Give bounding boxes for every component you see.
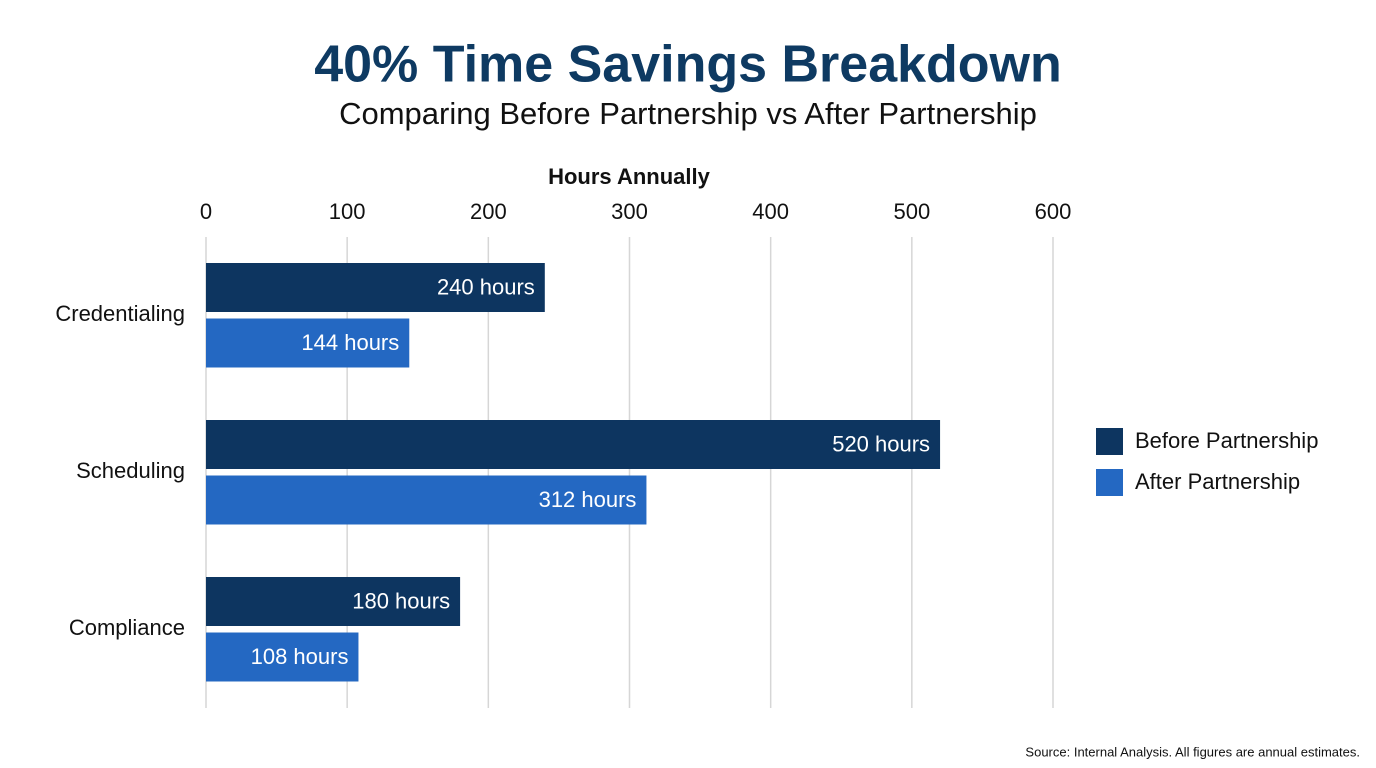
x-tick-label: 200	[470, 199, 507, 224]
value-label: 180 hours	[352, 588, 450, 613]
value-label: 144 hours	[301, 330, 399, 355]
x-tick-label: 100	[329, 199, 366, 224]
value-label: 520 hours	[832, 431, 930, 456]
x-tick-label: 400	[752, 199, 789, 224]
legend-label: After Partnership	[1135, 469, 1300, 494]
chart-subtitle: Comparing Before Partnership vs After Pa…	[339, 96, 1037, 131]
chart-title: 40% Time Savings Breakdown	[314, 36, 1062, 94]
bar	[206, 632, 359, 682]
bar	[206, 263, 545, 312]
value-label: 240 hours	[437, 274, 535, 299]
legend-label: Before Partnership	[1135, 428, 1318, 453]
x-tick-label: 0	[200, 199, 212, 224]
value-label: 312 hours	[539, 487, 637, 512]
value-label: 108 hours	[251, 644, 349, 669]
y-tick-label: Scheduling	[76, 458, 185, 483]
x-axis-title: Hours Annually	[548, 164, 711, 189]
bar	[206, 318, 410, 368]
source-note: Source: Internal Analysis. All figures a…	[1025, 744, 1360, 759]
bar	[206, 577, 461, 626]
legend-swatch	[1096, 428, 1123, 455]
bar	[206, 420, 941, 469]
y-tick-label: Credentialing	[55, 301, 185, 326]
x-tick-label: 600	[1035, 199, 1072, 224]
bar	[206, 475, 647, 525]
x-tick-label: 300	[611, 199, 648, 224]
y-tick-label: Compliance	[69, 615, 185, 640]
x-tick-label: 500	[893, 199, 930, 224]
legend-swatch	[1096, 469, 1123, 496]
